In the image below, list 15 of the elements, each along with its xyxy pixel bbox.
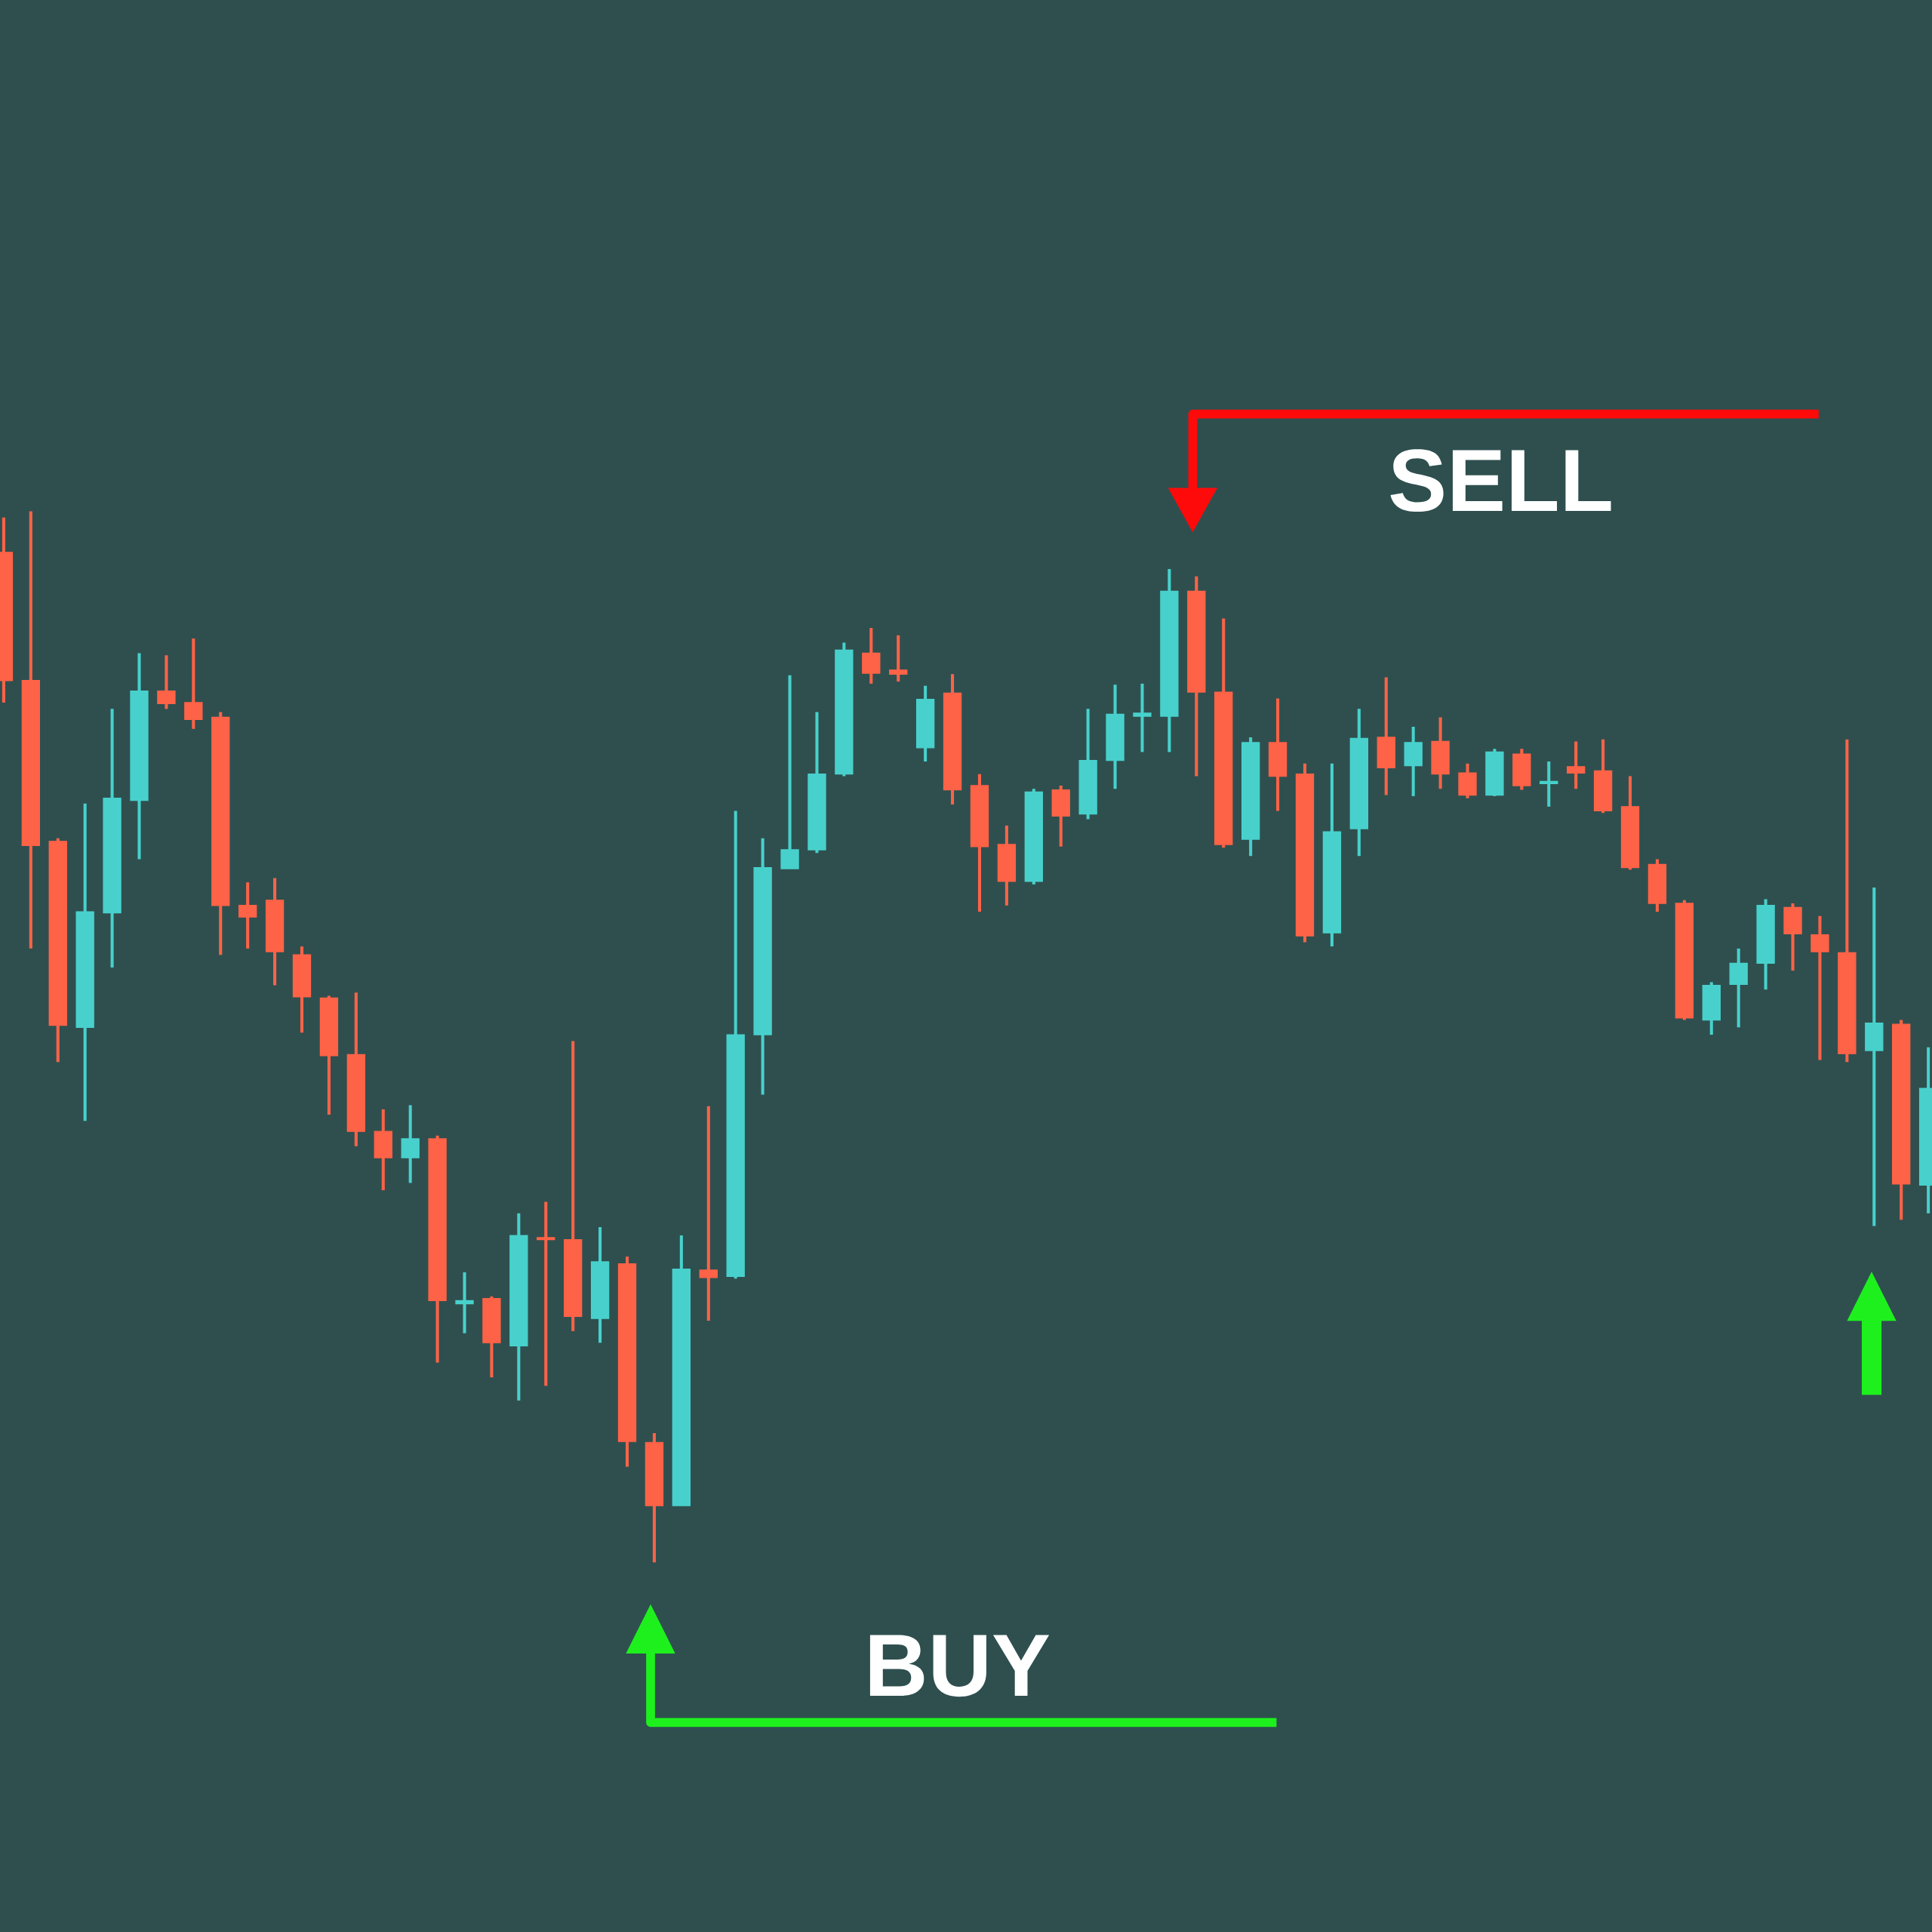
candlestick xyxy=(1133,683,1152,752)
candlestick xyxy=(238,882,257,949)
candlestick xyxy=(1567,741,1586,789)
candlestick xyxy=(455,1272,474,1334)
candlestick xyxy=(157,655,176,709)
candlestick xyxy=(184,638,203,729)
candlestick xyxy=(537,1201,555,1386)
candlestick xyxy=(889,635,908,682)
candlestick xyxy=(1540,761,1558,807)
text: BUY xyxy=(869,1635,1050,1697)
candlestick xyxy=(1865,888,1884,1226)
candlestick xyxy=(780,675,799,869)
annotation: SELL xyxy=(1390,449,1611,512)
candlestick xyxy=(699,1106,718,1321)
candlestick xyxy=(1810,915,1829,1060)
